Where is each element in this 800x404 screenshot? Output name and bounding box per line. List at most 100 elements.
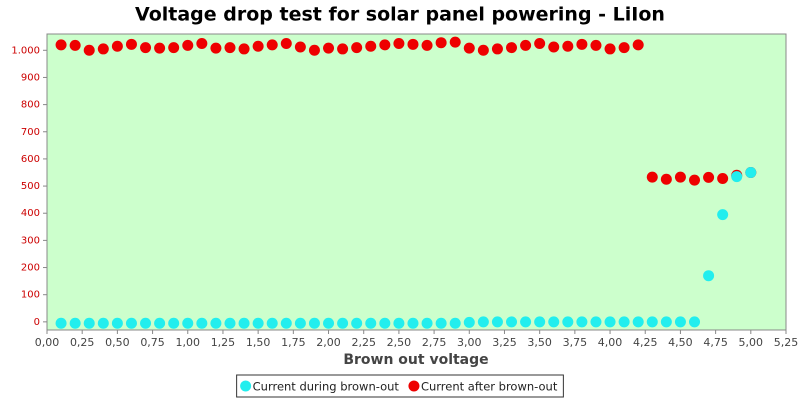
y-tick-label: 1.000 [11,45,40,56]
point [548,316,560,328]
x-tick-label: 3,50 [527,336,552,349]
x-tick-label: 1,50 [246,336,271,349]
point [548,41,560,53]
plot-area [46,33,787,331]
point [463,316,475,328]
point [520,39,532,51]
point [294,41,306,53]
legend-marker [240,380,252,392]
point [632,316,644,328]
x-tick-label: 5,00 [739,336,764,349]
point [590,316,602,328]
point [83,44,95,56]
x-tick-label: 4,75 [703,336,728,349]
y-tick-label: 100 [21,290,40,301]
point [252,40,264,52]
y-tick-label: 400 [21,208,40,219]
y-tick-label: 0 [34,317,40,328]
point [238,43,250,55]
point [55,39,67,51]
point [604,43,616,55]
y-tick-label: 800 [21,100,40,111]
point [463,42,475,54]
point [703,270,715,282]
point [689,174,701,186]
point [97,43,109,55]
point [435,317,447,329]
legend-label: Current during brown-out [253,380,400,394]
point [562,40,574,52]
point [618,316,630,328]
point [745,166,757,178]
point [674,316,686,328]
x-tick-label: 2,25 [351,336,376,349]
point [182,317,194,329]
point [646,316,658,328]
point [365,40,377,52]
point [717,209,729,221]
point [703,171,715,183]
x-tick-label: 2,50 [387,336,412,349]
point [111,40,123,52]
point [224,42,236,54]
y-tick-label: 200 [21,263,40,274]
y-tick-label: 600 [21,154,40,165]
point [337,43,349,55]
legend-box [236,374,564,398]
x-tick-label: 3,00 [457,336,482,349]
x-tick-label: 1,25 [211,336,236,349]
point [294,317,306,329]
point [534,38,546,50]
y-tick-label: 500 [21,181,40,192]
point [266,39,278,51]
legend: Current during brown-out Current after br… [236,374,564,398]
point [491,43,503,55]
point [196,317,208,329]
point [238,317,250,329]
point [210,42,222,54]
point [224,317,236,329]
point [660,316,672,328]
point [646,171,658,183]
point [196,38,208,50]
point [520,316,532,328]
point [140,42,152,54]
point [168,317,180,329]
point [506,316,518,328]
point [604,316,616,328]
point [477,44,489,56]
point [393,317,405,329]
point [379,317,391,329]
point [576,316,588,328]
x-tick-label: 2,75 [422,336,447,349]
point [717,172,729,184]
point [351,317,363,329]
point [323,317,335,329]
point [266,317,278,329]
x-tick-label: 0,25 [70,336,95,349]
point [55,317,67,329]
point [365,317,377,329]
x-tick-label: 3,25 [492,336,517,349]
x-axis-label: Brown out voltage [343,352,488,368]
point [731,171,743,183]
point [477,316,489,328]
x-tick-label: 0,50 [105,336,130,349]
point [140,317,152,329]
point [506,42,518,54]
point [351,42,363,54]
point [154,317,166,329]
y-tick-label: 300 [21,235,40,246]
point [632,39,644,51]
point [280,38,292,50]
point [590,39,602,51]
x-tick-label: 0,75 [140,336,165,349]
point [308,317,320,329]
point [449,36,461,48]
point [491,316,503,328]
point [69,39,81,51]
point [83,317,95,329]
point [125,317,137,329]
y-tick-label: 700 [21,127,40,138]
